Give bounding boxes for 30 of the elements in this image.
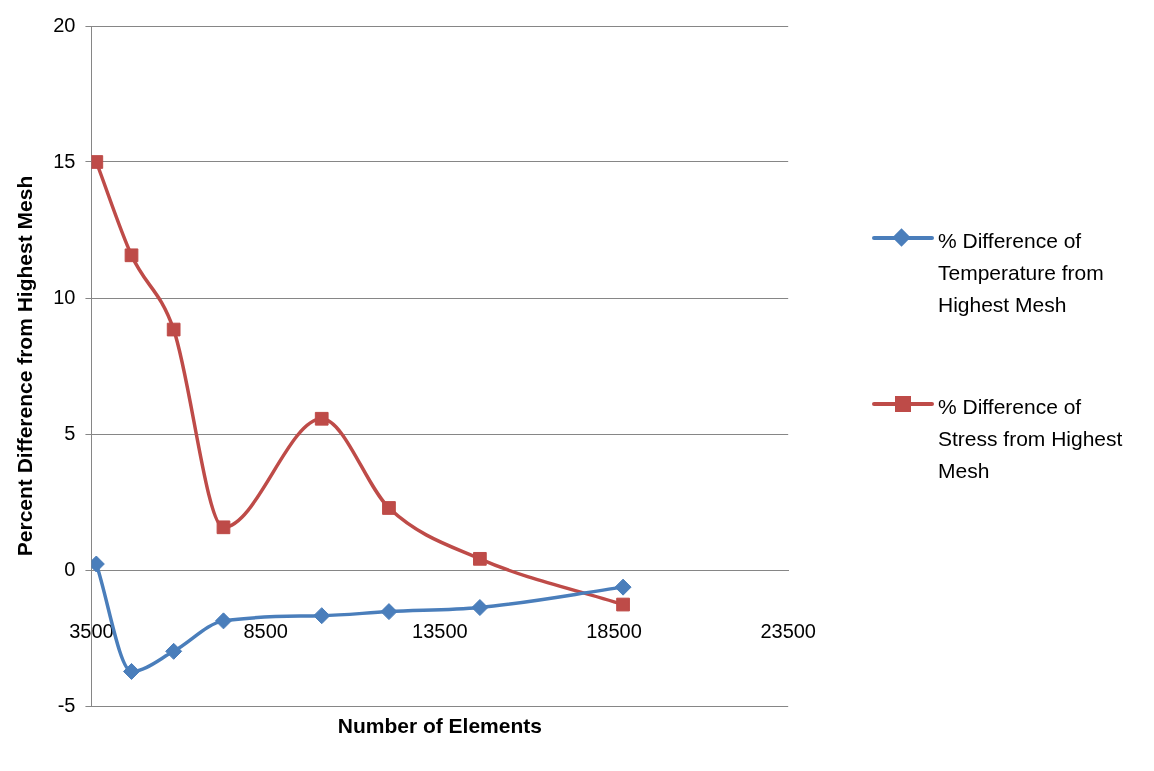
point [123, 662, 141, 680]
point [214, 612, 232, 630]
point [471, 599, 489, 617]
point [380, 603, 398, 621]
y-tick-label: 15 [53, 149, 76, 172]
y-tick-label: -5 [57, 693, 76, 716]
point [166, 322, 181, 337]
y-tick-label: 5 [64, 421, 76, 444]
x-tick-label: 3500 [69, 619, 114, 642]
y-axis-title: Percent Difference from Highest Mesh [13, 175, 37, 557]
point [473, 551, 487, 566]
point [124, 248, 139, 263]
legend-label: % Difference of Temperature from Highest Mesh [938, 228, 1105, 318]
point [216, 520, 231, 535]
x-tick-label: 13500 [412, 619, 468, 642]
x-tick-label: 23500 [760, 619, 816, 642]
point [165, 642, 183, 660]
y-tick-label: 10 [53, 285, 76, 308]
y-tick-label: 20 [53, 13, 76, 36]
point [382, 501, 396, 515]
y-tick-label: 0 [64, 557, 76, 580]
point [314, 411, 329, 426]
x-tick-label: 8500 [243, 619, 288, 642]
point [614, 578, 632, 596]
x-axis-title: Number of Elements [337, 713, 542, 737]
point [616, 597, 630, 612]
point [313, 607, 331, 625]
x-tick-label: 18500 [586, 619, 642, 642]
point [91, 155, 104, 169]
legend-label: % Difference of Stress from Highest Mesh [938, 394, 1124, 484]
